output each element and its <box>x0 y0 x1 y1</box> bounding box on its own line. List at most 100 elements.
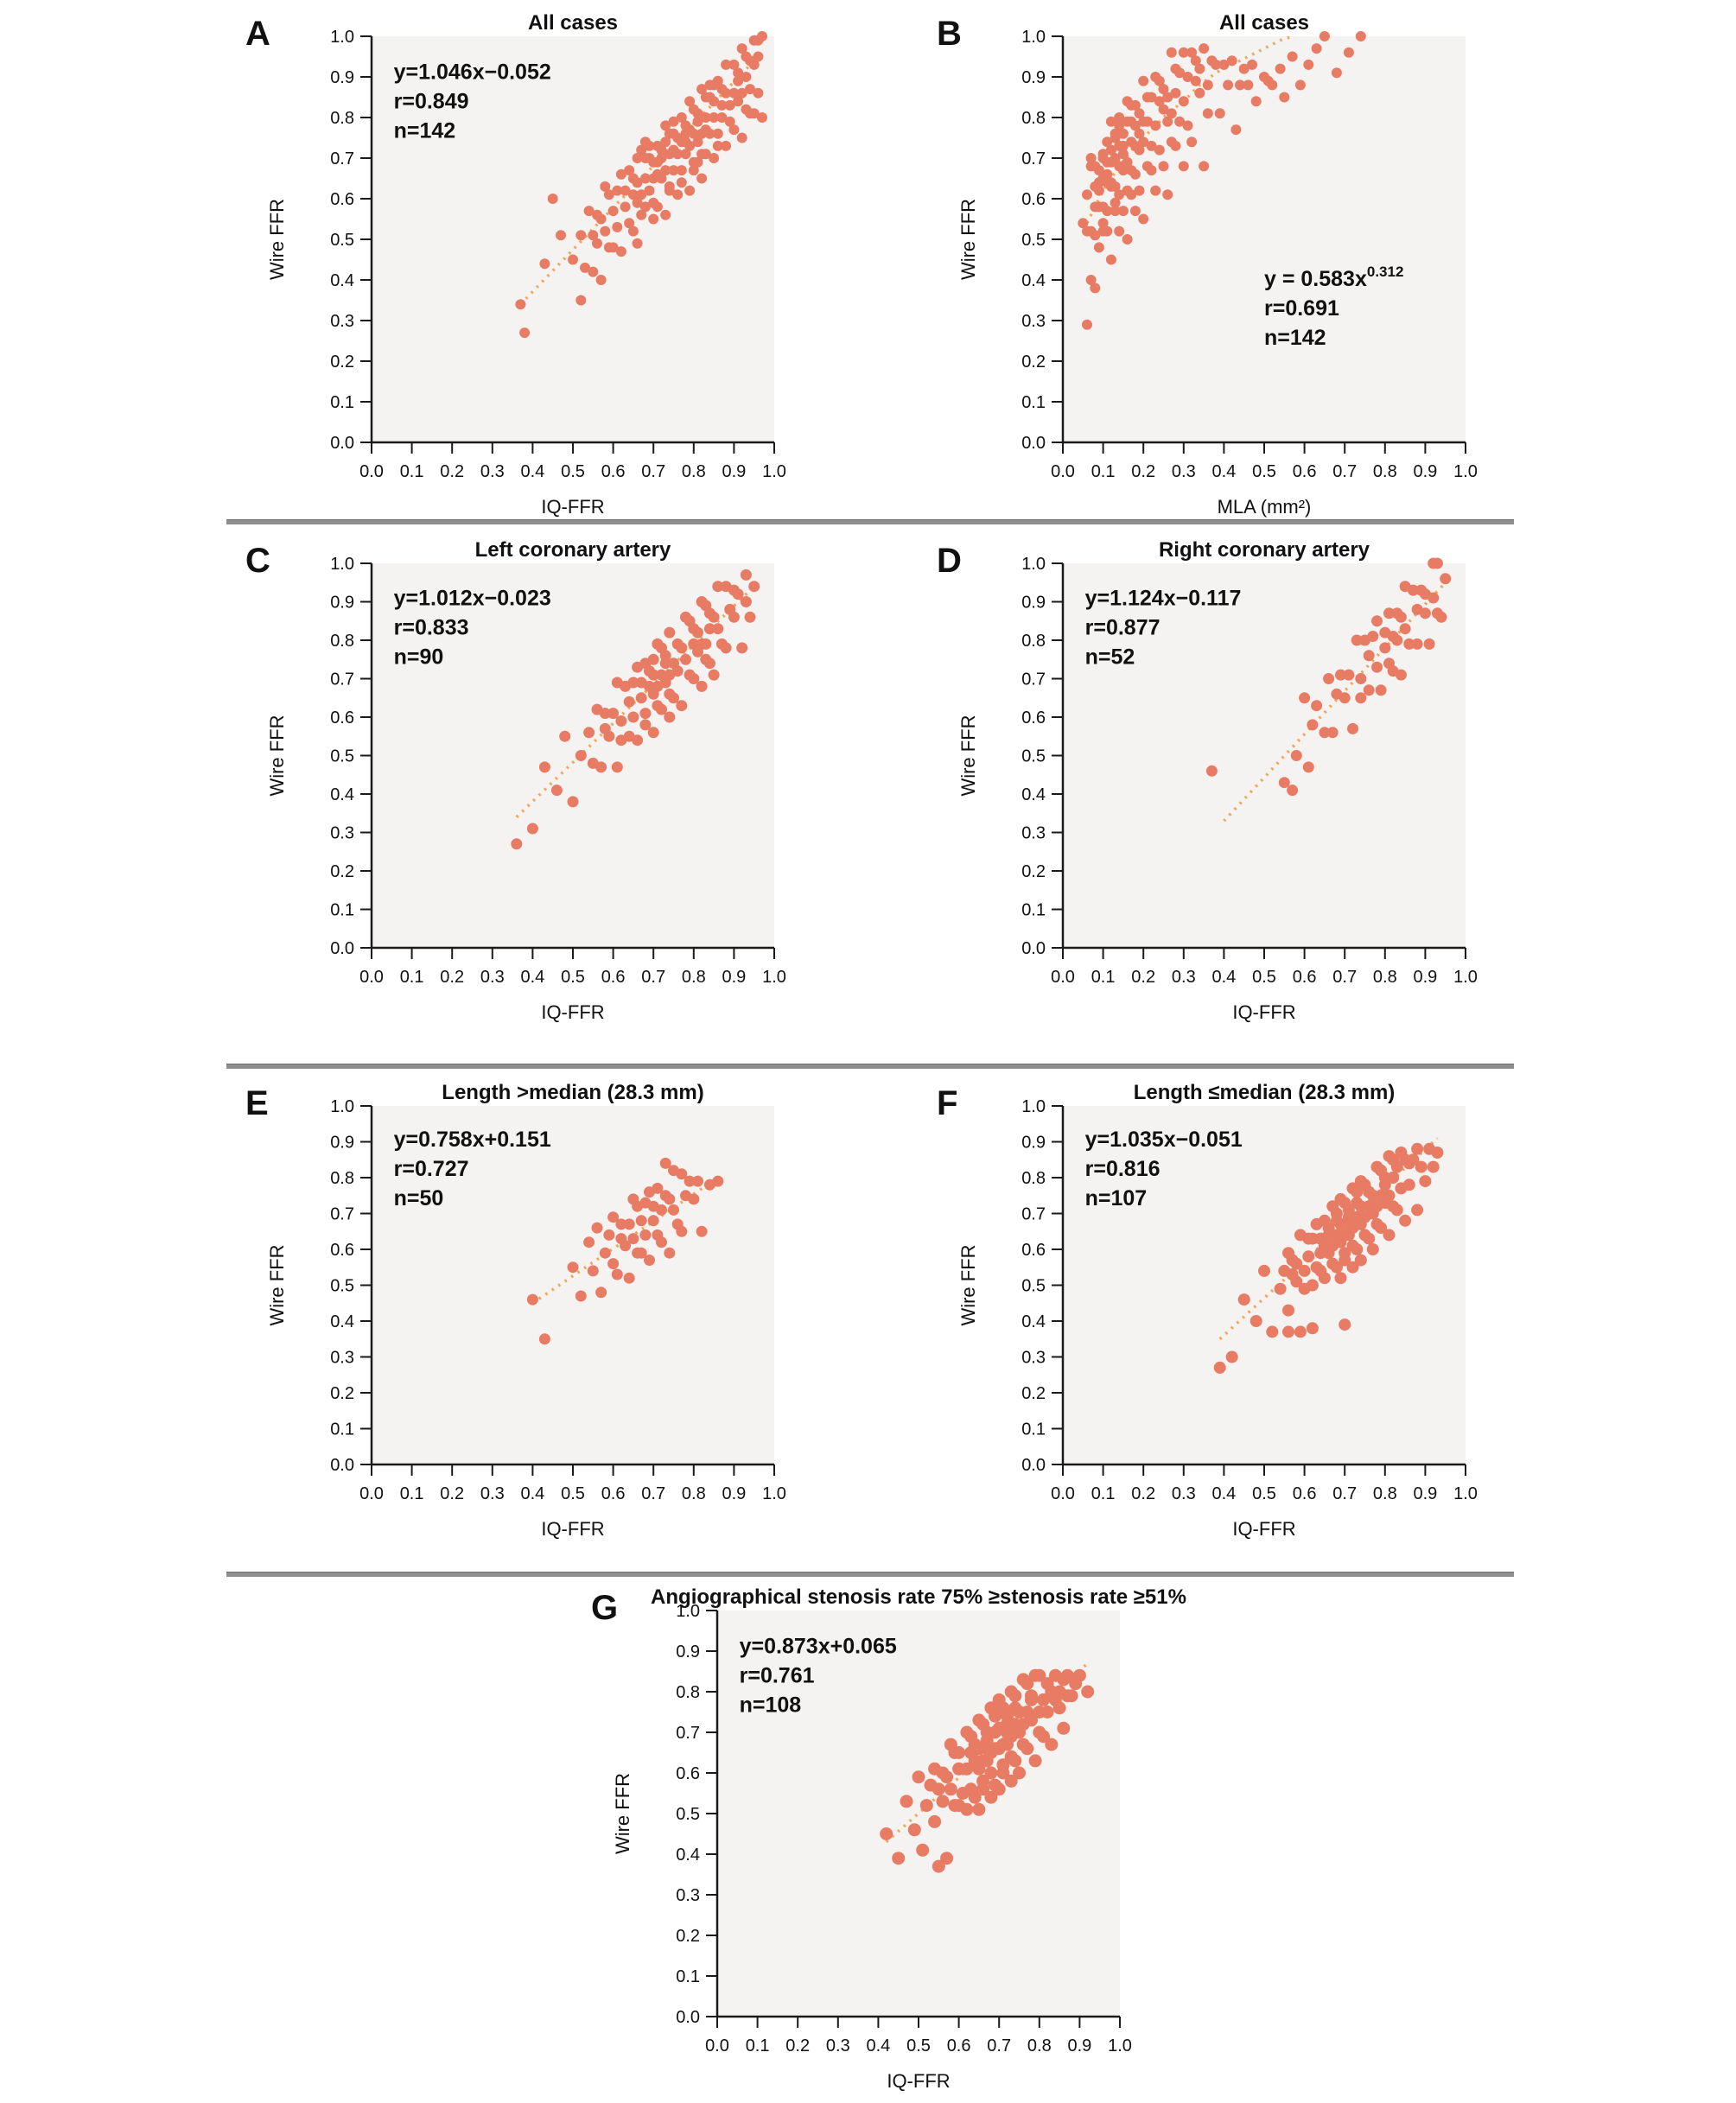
data-point <box>1097 218 1109 229</box>
data-point <box>1435 611 1447 623</box>
y-tick-label: 0.3 <box>330 312 354 331</box>
plot-area <box>372 1106 774 1464</box>
data-point <box>1117 128 1129 139</box>
data-point <box>753 51 764 62</box>
data-point <box>1205 765 1218 777</box>
data-point <box>1117 165 1129 176</box>
x-tick-label: 0.9 <box>722 1484 746 1503</box>
y-tick-label: 1.0 <box>330 28 354 47</box>
data-point <box>1290 1275 1303 1288</box>
data-point <box>639 708 652 720</box>
x-tick-label: 0.4 <box>520 1484 544 1503</box>
data-point <box>1355 31 1366 41</box>
panel-title: Left coronary artery <box>475 538 671 562</box>
y-tick-label: 0.8 <box>1021 632 1046 651</box>
data-point <box>1279 92 1290 103</box>
data-point <box>972 1802 986 1816</box>
data-point <box>1146 165 1157 176</box>
data-point <box>1186 47 1198 58</box>
data-point <box>1105 116 1116 127</box>
data-point <box>696 680 708 692</box>
panel-title: All cases <box>528 11 618 35</box>
data-point <box>696 84 708 95</box>
data-point <box>1174 67 1186 79</box>
data-point <box>712 623 724 635</box>
data-point <box>1287 785 1299 797</box>
data-point <box>728 87 740 98</box>
scatter-points <box>1205 557 1452 797</box>
x-tick-label: 0.2 <box>1131 1484 1155 1503</box>
data-point <box>709 96 720 107</box>
data-point <box>1383 607 1395 619</box>
data-point <box>1199 43 1210 54</box>
x-tick-label: 0.2 <box>1131 968 1155 987</box>
data-point <box>1146 140 1157 151</box>
data-point <box>1037 1693 1050 1706</box>
y-tick-label: 0.7 <box>330 670 354 689</box>
data-point <box>680 653 691 665</box>
data-point <box>1440 573 1452 585</box>
data-point <box>680 149 691 160</box>
data-point <box>656 1204 667 1216</box>
stats-equation: y=1.035x−0.051 <box>1085 1128 1243 1152</box>
y-tick-label: 0.2 <box>330 1384 354 1403</box>
data-point <box>575 1290 587 1302</box>
data-point <box>656 703 667 715</box>
data-point <box>588 266 599 277</box>
x-tick-label: 0.1 <box>400 462 424 481</box>
panel-letter: C <box>245 542 270 580</box>
x-tick-label: 0.3 <box>826 2036 850 2055</box>
data-point <box>1190 75 1201 86</box>
data-point <box>1102 206 1113 217</box>
y-axis-label: Wire FFR <box>957 1244 979 1325</box>
data-point <box>684 140 696 151</box>
data-point <box>703 658 715 670</box>
data-point <box>748 581 760 593</box>
data-point <box>526 1293 538 1306</box>
data-point <box>1040 1706 1054 1719</box>
data-point <box>944 1782 957 1796</box>
data-point <box>656 144 667 156</box>
panel-title: Length >median (28.3 mm) <box>442 1081 703 1104</box>
data-point <box>1093 185 1104 196</box>
data-point <box>607 206 619 217</box>
data-point <box>559 730 571 742</box>
row-divider <box>226 1064 1514 1069</box>
data-point <box>664 711 676 723</box>
scatter-points <box>1213 1142 1444 1374</box>
data-point <box>757 31 767 41</box>
y-tick-label: 0.8 <box>1021 1169 1046 1188</box>
data-point <box>1267 79 1278 91</box>
y-tick-label: 0.8 <box>1021 109 1046 128</box>
data-point <box>595 1287 607 1299</box>
x-tick-label: 0.4 <box>520 968 544 987</box>
x-tick-label: 0.0 <box>1051 1484 1075 1503</box>
stats-r: r=0.727 <box>394 1157 469 1181</box>
data-point <box>538 761 550 773</box>
data-point <box>1363 1232 1376 1245</box>
data-point <box>1395 611 1407 623</box>
x-tick-label: 0.6 <box>1293 968 1317 987</box>
y-tick-label: 1.0 <box>1021 1097 1046 1116</box>
data-point <box>757 112 767 123</box>
data-point <box>740 596 752 607</box>
y-tick-label: 0.4 <box>330 785 354 804</box>
data-point <box>620 1240 632 1252</box>
y-tick-label: 0.9 <box>330 68 354 87</box>
data-point <box>595 213 607 225</box>
y-tick-label: 0.8 <box>330 109 354 128</box>
x-tick-label: 0.6 <box>1293 1484 1317 1503</box>
data-point <box>632 734 644 747</box>
data-point <box>1339 1318 1351 1331</box>
data-point <box>612 221 623 232</box>
data-point <box>1138 137 1149 148</box>
data-point <box>728 611 740 623</box>
stats-n: n=108 <box>740 1693 802 1718</box>
data-point <box>1117 149 1129 160</box>
data-point <box>656 173 667 184</box>
data-point <box>648 213 659 225</box>
x-tick-label: 0.9 <box>722 462 746 481</box>
data-point <box>721 140 732 151</box>
panel-letter: G <box>591 1589 618 1627</box>
data-point <box>1355 692 1367 704</box>
